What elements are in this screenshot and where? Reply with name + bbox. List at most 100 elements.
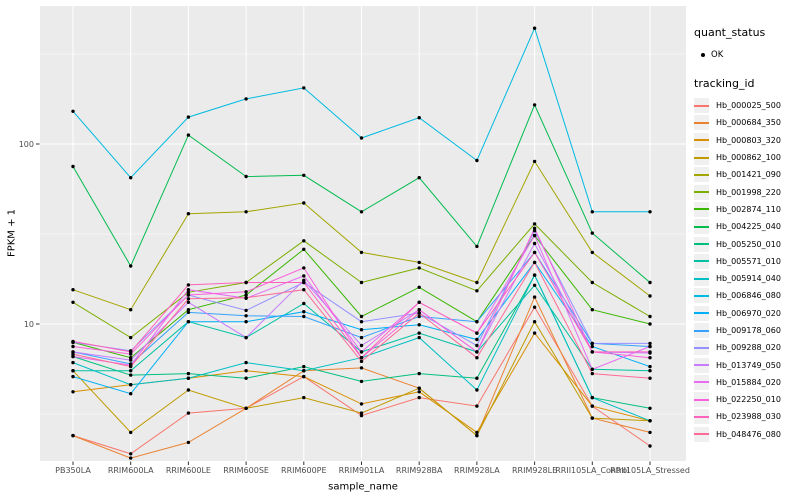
data-point: [648, 344, 652, 349]
data-point: [475, 350, 479, 354]
legend-item-Hb_000025_500: Hb_000025_500: [694, 97, 800, 114]
legend-key-icon: [694, 150, 709, 166]
data-point: [244, 290, 248, 294]
legend-item-Hb_004225_040: Hb_004225_040: [694, 218, 800, 235]
data-point: [129, 308, 133, 312]
data-point: [186, 308, 191, 312]
data-point: [590, 344, 594, 349]
data-point: [532, 241, 537, 246]
data-point: [648, 356, 652, 360]
legend-item-label: Hb_000025_500: [716, 101, 781, 111]
data-point: [417, 395, 421, 400]
data-point: [129, 358, 133, 362]
legend-key-line: [694, 243, 709, 246]
data-point: [129, 356, 133, 360]
data-point: [590, 250, 594, 255]
data-point: [532, 320, 537, 324]
data-point: [186, 115, 191, 119]
data-point: [302, 274, 306, 278]
legend-item-label: Hb_005250_010: [716, 239, 781, 249]
data-point: [186, 283, 191, 287]
data-point: [129, 392, 133, 396]
data-point: [129, 373, 133, 377]
x-tick-label: RRIM928LE: [512, 466, 557, 475]
data-point: [359, 402, 364, 406]
legend-key-line: [694, 225, 709, 228]
data-point: [532, 283, 537, 287]
legend-key-icon: [694, 184, 709, 200]
legend-key-icon: [694, 98, 709, 114]
legend-key-icon: [694, 288, 709, 304]
data-point: [359, 411, 364, 415]
legend-key-line: [694, 329, 709, 332]
legend-key-line: [694, 294, 709, 297]
legend-item-label: Hb_001998_220: [716, 187, 781, 197]
legend-item-Hb_005571_010: Hb_005571_010: [694, 253, 800, 270]
data-point: [129, 335, 133, 340]
data-point: [244, 280, 248, 285]
data-point: [186, 388, 191, 392]
data-point: [648, 430, 652, 435]
legend-key-icon: [694, 167, 709, 183]
data-point: [648, 322, 652, 326]
data-point: [475, 320, 479, 324]
legend-key-line: [694, 381, 709, 384]
legend-key-line: [694, 312, 709, 315]
legend-item-label: Hb_005571_010: [716, 256, 781, 266]
legend-key-icon: [694, 392, 709, 408]
legend-key-line: [694, 277, 709, 280]
data-point: [475, 244, 479, 249]
x-tick-label: RRIM901LA: [339, 466, 385, 475]
data-point: [417, 386, 421, 390]
legend-key-line: [694, 121, 709, 124]
legend-item-Hb_048476_080: Hb_048476_080: [694, 426, 800, 443]
data-point: [186, 320, 191, 324]
data-point: [590, 367, 594, 371]
data-point: [475, 388, 479, 392]
legend-item-Hb_005250_010: Hb_005250_010: [694, 235, 800, 252]
x-tick-label: RRIM928LA: [454, 466, 500, 475]
data-point: [532, 295, 537, 299]
data-point: [129, 364, 133, 369]
data-point: [417, 116, 421, 120]
data-point: [359, 320, 364, 324]
data-point: [302, 239, 306, 243]
data-point: [648, 314, 652, 319]
legend-item-Hb_013749_050: Hb_013749_050: [694, 356, 800, 373]
legend-key-line: [694, 433, 709, 436]
data-point: [71, 369, 75, 373]
x-axis-title: sample_name: [328, 481, 398, 493]
data-point: [475, 356, 479, 360]
data-point: [71, 164, 75, 169]
data-point: [359, 280, 364, 285]
legend-title-quant-status: quant_status: [694, 26, 766, 39]
legend-key-icon: [694, 374, 709, 390]
data-point: [417, 331, 421, 335]
legend-item-ok-label: OK: [711, 49, 724, 60]
data-point: [417, 176, 421, 180]
legend-key-line: [694, 104, 709, 107]
legend-key-icon: [694, 236, 709, 252]
legend-item-Hb_001421_090: Hb_001421_090: [694, 166, 800, 183]
data-point: [359, 314, 364, 319]
data-point: [475, 343, 479, 348]
legend-key-icon: [694, 409, 709, 425]
data-point: [186, 300, 191, 304]
y-axis-title: FPKM + 1: [6, 208, 18, 258]
data-point: [532, 305, 537, 309]
legend-item-label: Hb_048476_080: [716, 429, 781, 439]
data-point: [475, 430, 479, 435]
legend-item-Hb_023988_030: Hb_023988_030: [694, 408, 800, 425]
data-point: [129, 176, 133, 180]
legend-item-Hb_015884_020: Hb_015884_020: [694, 374, 800, 391]
data-point: [359, 356, 364, 360]
data-point: [359, 343, 364, 348]
legend-item-label: Hb_002874_110: [716, 204, 781, 214]
data-point: [532, 226, 537, 230]
data-point: [590, 280, 594, 285]
data-point: [71, 360, 75, 365]
legend-item-Hb_009178_060: Hb_009178_060: [694, 322, 800, 339]
data-point: [244, 293, 248, 297]
legend-item-label: Hb_013749_050: [716, 360, 781, 370]
data-point: [359, 413, 364, 418]
